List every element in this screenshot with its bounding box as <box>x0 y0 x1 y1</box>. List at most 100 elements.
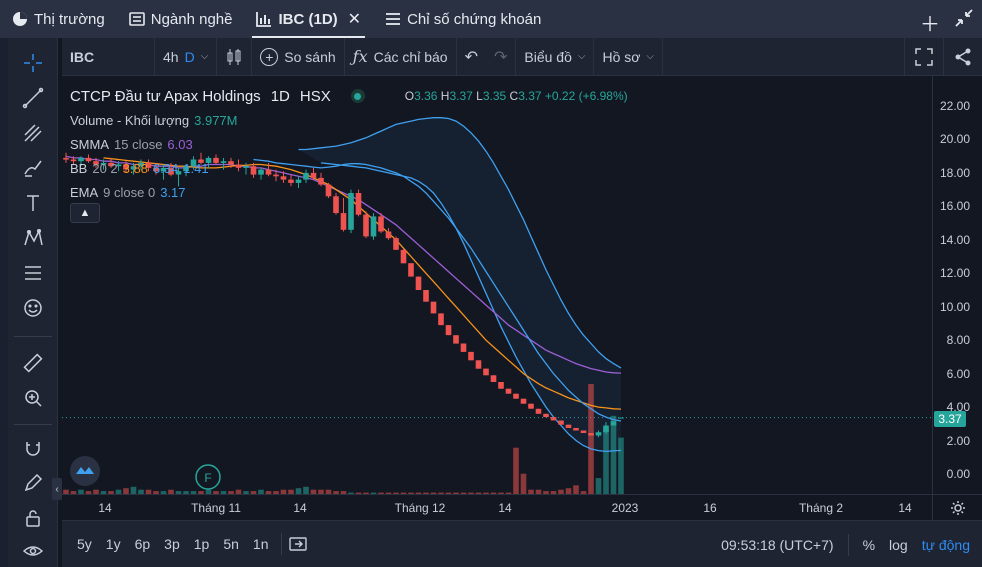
volume-bar <box>280 489 287 494</box>
chart-settings-button[interactable] <box>932 494 982 520</box>
symbol-search[interactable]: IBC <box>62 38 154 76</box>
range-1m[interactable]: 1p <box>193 536 210 552</box>
smma-label: SMMA <box>70 136 109 152</box>
ema-legend-row[interactable]: EMA 9 close 0 3.17 <box>70 180 628 204</box>
pattern-icon[interactable] <box>20 225 46 251</box>
divider <box>847 533 849 556</box>
tab-ibc-chart[interactable]: IBC (1D) ✕ <box>244 0 373 38</box>
profile-label: Hồ sơ <box>602 48 641 65</box>
price-axis[interactable]: 22.00 20.00 18.00 16.00 14.00 12.00 10.00 8.00 6… <box>932 76 982 494</box>
chevron-down-icon: ⌵ <box>577 51 586 62</box>
gear-icon <box>950 500 965 515</box>
top-tab-bar: Thị trường Ngành nghề IBC (1D) ✕ Chỉ số … <box>0 0 982 38</box>
interval-alt[interactable]: 4h <box>163 48 179 65</box>
range-5d[interactable]: 5n <box>223 536 239 552</box>
emoji-icon[interactable] <box>20 295 46 321</box>
divider <box>251 37 253 76</box>
zoom-in-icon[interactable] <box>20 385 46 411</box>
collapse-icon[interactable] <box>954 8 974 28</box>
candle-body <box>453 335 459 344</box>
goto-date-button[interactable] <box>282 521 314 567</box>
undo-button[interactable]: ↶ <box>457 38 486 76</box>
volume-bar <box>423 492 429 494</box>
last-price-label: 3.37 <box>934 411 966 427</box>
percent-toggle[interactable]: % <box>862 536 876 553</box>
tab-market[interactable]: Thị trường <box>0 0 117 38</box>
close-icon[interactable]: ✕ <box>347 11 362 28</box>
function-icon: ƒx <box>352 47 368 66</box>
volume-bar <box>160 491 167 494</box>
volume-bar <box>295 488 302 494</box>
chart-plot-area[interactable]: F <box>18 76 932 494</box>
profile-button[interactable]: Hồ sơ ⌵ <box>594 38 662 76</box>
range-1y[interactable]: 1y <box>105 536 121 552</box>
brush-icon[interactable] <box>20 155 46 181</box>
volume-bar <box>273 491 279 494</box>
lock-icon[interactable] <box>20 505 46 531</box>
interval-selector[interactable]: 4h D ⌵ <box>155 38 216 76</box>
candle-body <box>85 157 92 162</box>
volume-bar <box>453 492 459 494</box>
divider <box>593 37 595 76</box>
candle-body <box>258 169 264 175</box>
tab-stock-index[interactable]: Chỉ số chứng khoán <box>373 0 553 38</box>
fib-retracement-icon[interactable] <box>20 260 46 286</box>
chart-menu-button[interactable]: Biểu đồ ⌵ <box>516 38 593 76</box>
range-6m[interactable]: 6p <box>134 536 151 552</box>
menu-icon <box>386 13 401 25</box>
divider <box>904 37 905 76</box>
smma-legend-row[interactable]: SMMA 15 close 6.03 <box>70 132 628 156</box>
time-axis[interactable]: 14 Tháng 11 14 Tháng 12 14 2023 16 Tháng 2 14 <box>62 494 932 520</box>
trend-line-icon[interactable] <box>20 85 46 111</box>
volume-bar <box>400 492 407 494</box>
eye-icon[interactable] <box>20 538 46 564</box>
candle-body <box>160 167 167 172</box>
chart-menu-label: Biểu đồ <box>524 48 572 65</box>
volume-bar <box>370 492 377 494</box>
volume-bar <box>243 491 249 494</box>
candle-body <box>468 351 474 361</box>
volume-bar <box>550 491 557 494</box>
fullscreen-button[interactable] <box>905 38 943 76</box>
pencil-lock-icon[interactable] <box>20 470 46 496</box>
text-icon[interactable] <box>20 190 46 216</box>
magnet-icon[interactable] <box>20 436 46 462</box>
ruler-icon[interactable] <box>20 350 46 376</box>
price-tick-label: 12.00 <box>939 266 970 281</box>
undo-icon: ↶ <box>464 48 478 66</box>
interval-active[interactable]: D <box>184 48 195 65</box>
volume-bar <box>543 491 549 494</box>
volume-legend-row[interactable]: Volume - Khối lượng 3.977M <box>70 108 628 132</box>
compare-button[interactable]: + So sánh <box>252 38 343 76</box>
share-button[interactable] <box>944 38 982 76</box>
redo-button[interactable]: ↷ <box>486 38 515 76</box>
volume-bar <box>348 492 354 494</box>
collapse-toolbar-icon[interactable]: ‹ <box>52 478 62 500</box>
log-toggle[interactable]: log <box>889 536 908 553</box>
chart-style-button[interactable] <box>217 38 251 76</box>
range-5y[interactable]: 5y <box>77 536 92 552</box>
candle-body <box>558 420 564 425</box>
candle-body <box>385 231 392 239</box>
tab-industry[interactable]: Ngành nghề <box>117 0 245 38</box>
candle-body <box>250 166 257 175</box>
candle-body <box>213 157 219 163</box>
price-chart[interactable]: F <box>18 76 932 494</box>
auto-scale-toggle[interactable]: tự động <box>921 536 970 553</box>
collapse-legend-button[interactable]: ▲ <box>70 203 100 223</box>
range-1d[interactable]: 1n <box>252 536 269 552</box>
candle-body <box>603 425 609 433</box>
bb-legend-row[interactable]: BB 20 2 3.88 6.34 1.41 <box>70 156 628 180</box>
high-label: H <box>440 89 450 103</box>
pitchfork-icon[interactable] <box>20 120 46 146</box>
candle-body <box>520 398 527 404</box>
indicators-button[interactable]: ƒx Các chỉ báo <box>345 38 456 76</box>
time-tick-label: Tháng 12 <box>394 501 446 515</box>
plus-icon[interactable]: ＋ <box>920 14 940 36</box>
range-3m[interactable]: 3p <box>164 536 180 552</box>
crosshair-icon[interactable] <box>20 50 46 76</box>
price-tick-label: 22.00 <box>939 99 970 113</box>
tabbar-actions: ＋ <box>920 8 974 37</box>
clock-label[interactable]: 09:53:18 (UTC+7) <box>721 536 834 553</box>
volume-bar <box>393 492 399 494</box>
